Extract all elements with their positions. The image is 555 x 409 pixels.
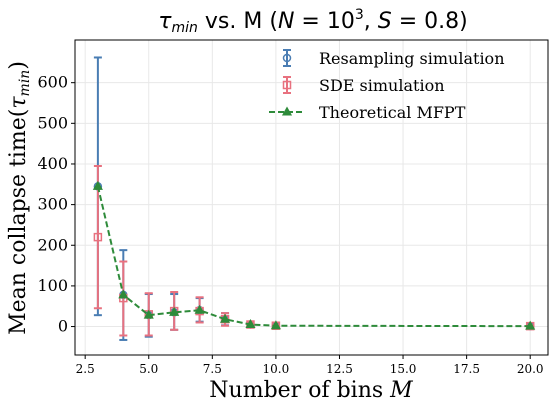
y-tick-label: 0 [58, 317, 68, 336]
y-tick-label: 200 [37, 235, 68, 254]
y-axis-label: Mean collapse time(τmin) [6, 61, 33, 335]
grid [75, 40, 548, 355]
x-tick-label: 20.0 [517, 362, 544, 376]
legend-label: Resampling simulation [319, 49, 505, 68]
ticks: 2.5 5.0 7.5 10.0 12.5 15.0 17.5 20.0 0 100 200 300 4… [37, 73, 543, 376]
chart-title: τmin vs. M (N = 103, S = 0.8) [158, 7, 467, 36]
legend-marker [282, 80, 292, 90]
data-point [93, 232, 103, 242]
y-tick-label: 500 [37, 113, 68, 132]
data-point [92, 180, 103, 190]
x-tick-label: 15.0 [390, 362, 417, 376]
x-tick-label: 17.5 [453, 362, 480, 376]
legend-entry: Resampling simulation [282, 49, 505, 68]
x-axis-label: Number of bins M [209, 378, 413, 403]
legend-marker [281, 106, 293, 116]
data-point [194, 304, 205, 314]
series-line [96, 186, 531, 328]
series-layer [92, 56, 536, 341]
legend-entry: SDE simulation [282, 76, 445, 95]
plot-frame [74, 39, 549, 356]
legend-label: SDE simulation [319, 76, 445, 95]
data-point [169, 306, 180, 316]
x-tick-label: 2.5 [76, 362, 95, 376]
data-point [270, 320, 281, 330]
data-point [118, 289, 129, 299]
data-point [245, 318, 256, 329]
series-1 [93, 165, 535, 337]
legend: Resampling simulation SDE simulation Theor… [269, 49, 505, 122]
y-tick-label: 400 [37, 154, 68, 173]
x-tick-label: 5.0 [139, 362, 158, 376]
x-tick-label: 7.5 [203, 362, 222, 376]
y-tick-label: 100 [37, 276, 68, 295]
x-tick-label: 12.5 [326, 362, 353, 376]
legend-entry: Theoretical MFPT [269, 103, 466, 122]
x-tick-label: 10.0 [263, 362, 290, 376]
y-tick-label: 300 [37, 195, 68, 214]
legend-marker [282, 53, 292, 63]
data-point [219, 313, 231, 323]
legend-label: Theoretical MFPT [319, 103, 466, 122]
data-point [525, 320, 536, 330]
series-0 [93, 56, 535, 341]
data-point [143, 309, 154, 319]
series-2 [92, 180, 536, 330]
y-tick-label: 600 [37, 73, 68, 92]
